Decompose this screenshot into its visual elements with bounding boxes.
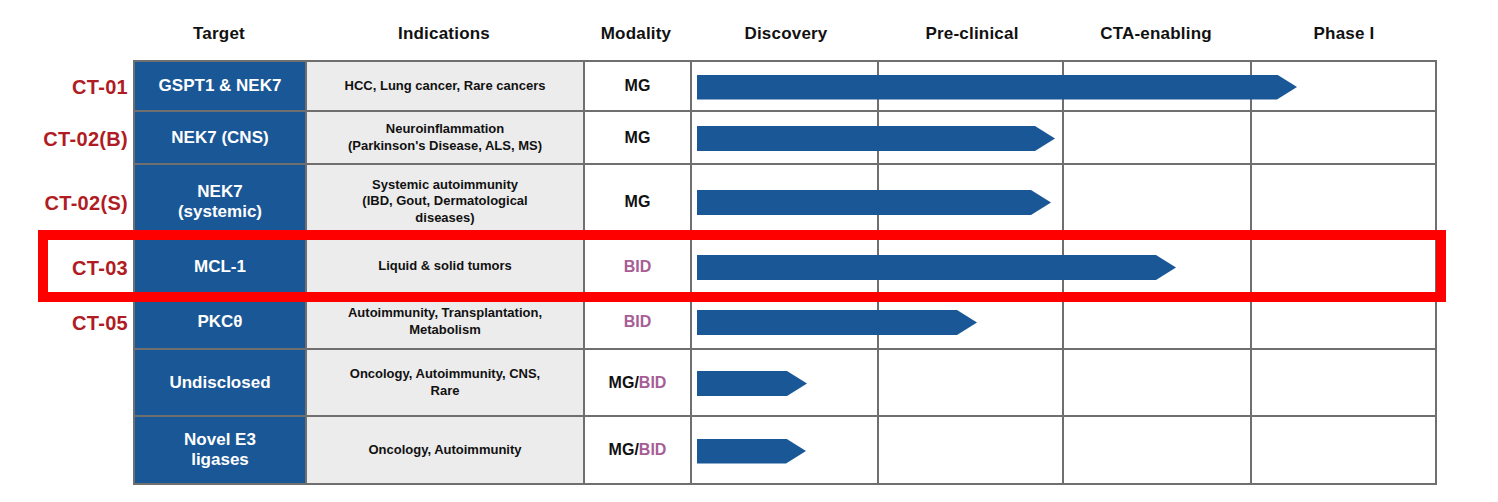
- indications-cell: HCC, Lung cancer, Rare cancers: [307, 62, 585, 112]
- phase-cell-cta-enabling: [1064, 165, 1252, 240]
- indications-cell: Oncology, Autoimmunity: [307, 417, 585, 485]
- indications-cell: Neuroinflammation (Parkinson's Disease, …: [307, 112, 585, 165]
- target-cell: Undisclosed: [135, 350, 307, 417]
- column-header-indications: Indications: [349, 24, 539, 44]
- program-label: CT-05: [72, 311, 128, 334]
- modality-cell: BID: [585, 240, 692, 295]
- modality-mg-text: MG: [625, 129, 651, 147]
- phase-cell-phase-1: [1252, 417, 1437, 485]
- phase-cell-preclinical: [879, 417, 1064, 485]
- indications-cell: Oncology, Autoimmunity, CNS, Rare: [307, 350, 585, 417]
- modality-cell: MG/BID: [585, 417, 692, 485]
- phase-cell-cta-enabling: [1064, 295, 1252, 350]
- progress-arrow: [697, 75, 1297, 100]
- phase-cell-cta-enabling: [1064, 417, 1252, 485]
- phase-cell-phase-1: [1252, 350, 1437, 417]
- program-label: CT-03: [72, 256, 128, 279]
- modality-bid-text: BID: [639, 441, 667, 459]
- progress-arrow: [697, 126, 1055, 151]
- progress-arrow: [697, 255, 1176, 280]
- phase-cell-preclinical: [879, 350, 1064, 417]
- phase-cell-cta-enabling: [1064, 112, 1252, 165]
- indications-cell: Autoimmunity, Transplantation, Metabolis…: [307, 295, 585, 350]
- program-label: CT-01: [72, 76, 128, 99]
- column-header-target: Target: [124, 24, 314, 44]
- modality-cell: MG/BID: [585, 350, 692, 417]
- modality-mg-text: MG/: [609, 374, 639, 392]
- modality-cell: MG: [585, 112, 692, 165]
- modality-mg-text: MG: [625, 77, 651, 95]
- phase-cell-phase-1: [1252, 112, 1437, 165]
- target-cell: PKCθ: [135, 295, 307, 350]
- phase-cell-phase-1: [1252, 240, 1437, 295]
- program-label: CT-02(S): [44, 191, 128, 214]
- indications-cell: Liquid & solid tumors: [307, 240, 585, 295]
- progress-arrow: [697, 371, 807, 396]
- column-header-cta-enabling: CTA-enabling: [1061, 24, 1251, 44]
- modality-bid-text: BID: [624, 258, 652, 276]
- modality-mg-text: MG: [625, 193, 651, 211]
- target-cell: MCL-1: [135, 240, 307, 295]
- column-header-phase-1: Phase I: [1249, 24, 1439, 44]
- phase-cell-phase-1: [1252, 295, 1437, 350]
- modality-bid-text: BID: [624, 313, 652, 331]
- progress-arrow: [697, 439, 806, 464]
- phase-cell-phase-1: [1252, 165, 1437, 240]
- modality-cell: MG: [585, 62, 692, 112]
- program-label: CT-02(B): [43, 127, 128, 150]
- target-cell: NEK7 (systemic): [135, 165, 307, 240]
- column-header-discovery: Discovery: [691, 24, 881, 44]
- modality-cell: MG: [585, 165, 692, 240]
- modality-mg-text: MG/: [609, 441, 639, 459]
- indications-cell: Systemic autoimmunity (IBD, Gout, Dermat…: [307, 165, 585, 240]
- target-cell: GSPT1 & NEK7: [135, 62, 307, 112]
- target-cell: NEK7 (CNS): [135, 112, 307, 165]
- phase-cell-cta-enabling: [1064, 350, 1252, 417]
- modality-cell: BID: [585, 295, 692, 350]
- progress-arrow: [697, 310, 977, 335]
- column-header-preclinical: Pre-clinical: [877, 24, 1067, 44]
- modality-bid-text: BID: [639, 374, 667, 392]
- progress-arrow: [697, 190, 1051, 215]
- target-cell: Novel E3 ligases: [135, 417, 307, 485]
- pipeline-chart: Target Indications Modality Discovery Pr…: [0, 0, 1498, 502]
